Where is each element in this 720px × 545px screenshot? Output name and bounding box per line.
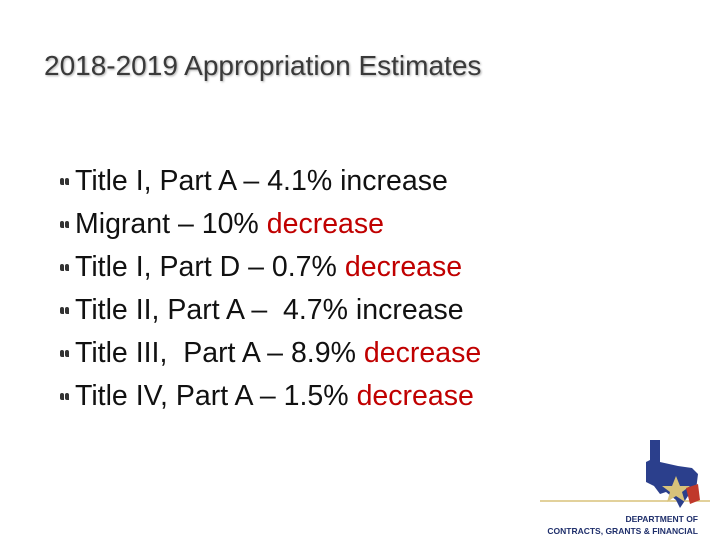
bullet-text: Title I, Part D – 0.7% <box>75 251 337 283</box>
bullet-text: Title I, Part A – 4.1% increase <box>75 165 448 197</box>
logo-graphic <box>540 440 710 508</box>
bullet-text: Title IV, Part A – 1.5% <box>75 380 349 412</box>
bullet-highlight: decrease <box>266 208 385 240</box>
logo-text: CONTRACTS, GRANTS & FINANCIAL <box>547 526 698 536</box>
bullet-text: Migrant – 10% <box>75 208 259 240</box>
bullet-text: Title III, Part A – 8.9% <box>75 337 356 369</box>
logo-accent <box>686 484 700 504</box>
logo-text: DEPARTMENT OF <box>625 514 698 524</box>
logo: DEPARTMENT OF CONTRACTS, GRANTS & FINANC… <box>500 430 710 540</box>
texas-shape <box>646 440 698 508</box>
bullet-highlight: decrease <box>356 380 474 412</box>
star <box>662 476 690 502</box>
bullet-highlight: decrease <box>344 251 463 283</box>
bullet-item: Title IV, Part A – 1.5% decrease <box>60 375 481 418</box>
bullet-item: Title III, Part A – 8.9% decrease <box>60 332 481 375</box>
bullet-text: Title II, Part A – 4.7% increase <box>75 294 464 326</box>
bullet-highlight: decrease <box>363 337 482 369</box>
slide-title: 2018-2019 Appropriation Estimates <box>44 50 482 81</box>
bullet-item: Title I, Part D – 0.7% decrease <box>60 246 481 289</box>
bullet-item: Migrant – 10% decrease <box>60 203 481 246</box>
bullet-list: Title I, Part A – 4.1% increase Migrant –… <box>60 160 481 418</box>
bullet-item: Title I, Part A – 4.1% increase <box>60 160 481 203</box>
bullet-item: Title II, Part A – 4.7% increase <box>60 289 481 332</box>
